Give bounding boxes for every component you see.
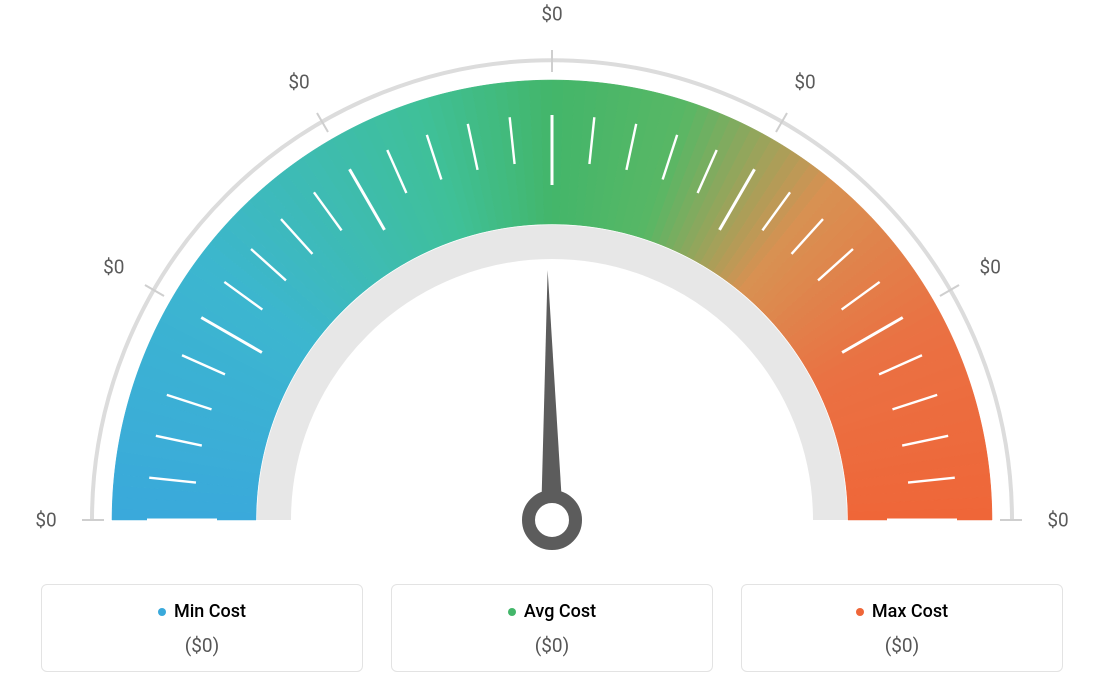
legend-dot-avg xyxy=(508,608,516,616)
gauge-tick-label: $0 xyxy=(1047,509,1068,532)
legend-value-avg: ($0) xyxy=(392,634,712,657)
gauge-tick-label: $0 xyxy=(980,256,1001,279)
gauge-tick-label: $0 xyxy=(541,3,562,26)
gauge-svg xyxy=(0,0,1104,570)
legend-value-min: ($0) xyxy=(42,634,362,657)
gauge-tick-label: $0 xyxy=(103,256,124,279)
legend-label-max: Max Cost xyxy=(872,601,948,622)
legend-card-max: Max Cost ($0) xyxy=(741,584,1063,673)
legend-card-avg: Avg Cost ($0) xyxy=(391,584,713,673)
gauge-tick-label: $0 xyxy=(794,70,815,93)
legend-title-max: Max Cost xyxy=(856,601,948,622)
legend-title-avg: Avg Cost xyxy=(508,601,596,622)
gauge-chart: $0 $0 $0 $0 $0 $0 $0 xyxy=(0,0,1104,570)
legend-label-min: Min Cost xyxy=(174,601,246,622)
gauge-needle xyxy=(541,270,563,520)
legend-value-max: ($0) xyxy=(742,634,1062,657)
legend-title-min: Min Cost xyxy=(158,601,246,622)
legend-dot-max xyxy=(856,608,864,616)
legend-dot-min xyxy=(158,608,166,616)
legend-row: Min Cost ($0) Avg Cost ($0) Max Cost ($0… xyxy=(0,584,1104,673)
gauge-needle-hub xyxy=(529,497,576,544)
legend-card-min: Min Cost ($0) xyxy=(41,584,363,673)
gauge-tick-label: $0 xyxy=(35,509,56,532)
gauge-tick-label: $0 xyxy=(288,70,309,93)
legend-label-avg: Avg Cost xyxy=(524,601,596,622)
